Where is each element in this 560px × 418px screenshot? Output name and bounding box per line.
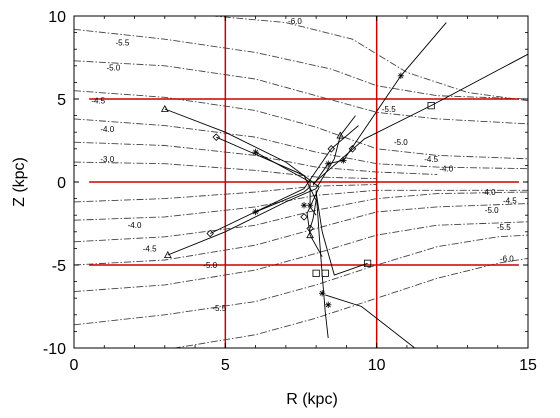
star-marker: [325, 160, 332, 167]
diamond-marker: [212, 133, 221, 141]
triangle-marker: [306, 231, 314, 239]
contour-line: [74, 90, 528, 160]
contour-line: [74, 161, 377, 180]
triangle-marker: [163, 251, 172, 259]
diamond-marker: [327, 145, 336, 153]
contour-line: [172, 257, 528, 348]
star-marker: [306, 202, 314, 209]
contour-line: [74, 141, 438, 175]
orbit-track: [167, 115, 356, 256]
orbit-track: [255, 186, 311, 213]
contour-label: -5.0: [203, 261, 217, 270]
diamond-marker: [348, 145, 357, 153]
star-marker: [397, 72, 405, 79]
orbit-markers: [160, 72, 435, 309]
contour-line: [74, 221, 528, 293]
x-tick-label: 10: [368, 357, 386, 374]
triangle-marker: [336, 131, 345, 139]
orbit-tracks: [164, 22, 528, 348]
orbit-track: [210, 125, 359, 234]
y-tick-label: -10: [43, 341, 66, 358]
orbit-track: [164, 108, 323, 257]
orbit-track: [315, 191, 368, 276]
y-tick-label: 0: [57, 175, 66, 192]
contour-label: -4.5: [503, 196, 517, 205]
square-marker: [312, 269, 320, 277]
triangle-marker: [160, 104, 169, 112]
star-marker: [340, 157, 347, 164]
y-tick-label: -5: [52, 258, 66, 275]
contour-label: -4.0: [439, 165, 453, 174]
x-tick-label: 0: [70, 357, 79, 374]
x-tick-label: 5: [221, 357, 230, 374]
star-marker: [252, 208, 259, 216]
orbit-track: [312, 53, 528, 185]
contour-label: -3.0: [100, 155, 114, 164]
axes: 0 5 10 15 -10 -5 0 5 10: [43, 9, 537, 374]
y-tick-label: 10: [48, 9, 66, 26]
contour-label: -4.5: [424, 155, 438, 164]
contour-label: -4.5: [91, 97, 105, 106]
contour-label: -5.0: [394, 138, 408, 147]
contour-line: [74, 184, 377, 203]
contour-line: [74, 234, 528, 326]
orbit-track: [216, 136, 317, 229]
y-tick-label: 5: [57, 92, 66, 109]
contour-line: [74, 118, 528, 170]
reference-lines: [89, 16, 519, 348]
contour-labels: -6.0-5.5-5.5-5.0-5.0-4.5-4.5-4.0-4.0-3.0…: [91, 17, 517, 313]
orbit-track: [255, 151, 317, 216]
diamond-marker: [206, 229, 214, 238]
contour-line: [208, 16, 528, 102]
square-marker: [427, 102, 435, 110]
star-marker: [325, 301, 332, 309]
contour-label: -5.5: [382, 105, 396, 114]
contour-label: -5.5: [116, 39, 130, 48]
contour-line: [74, 60, 528, 125]
contour-line: [74, 191, 528, 243]
x-tick-label: 15: [519, 357, 537, 374]
contour-label: -5.5: [497, 223, 511, 232]
diamond-marker: [306, 224, 314, 233]
star-marker: [300, 202, 308, 209]
contour-line: [74, 28, 528, 100]
x-axis-label: R (kpc): [286, 391, 338, 408]
diamond-marker: [300, 213, 308, 221]
contour-label: -5.5: [212, 304, 226, 313]
contour-label: -5.0: [106, 63, 120, 72]
star-marker: [318, 290, 326, 297]
orbit-track: [325, 294, 416, 348]
contour-label: -6.0: [500, 254, 514, 263]
star-marker: [252, 148, 259, 156]
square-marker: [363, 259, 372, 267]
contour-label: -4.0: [100, 125, 114, 134]
contour-label: -4.0: [128, 221, 142, 230]
contour-label: -4.5: [143, 244, 157, 253]
square-marker: [321, 269, 329, 277]
contour-label: -4.0: [482, 188, 496, 197]
contour-label: -6.0: [288, 17, 302, 26]
contour-line: [74, 203, 528, 266]
contour-label: -5.0: [485, 206, 499, 215]
y-axis-label: Z (kpc): [11, 157, 28, 207]
